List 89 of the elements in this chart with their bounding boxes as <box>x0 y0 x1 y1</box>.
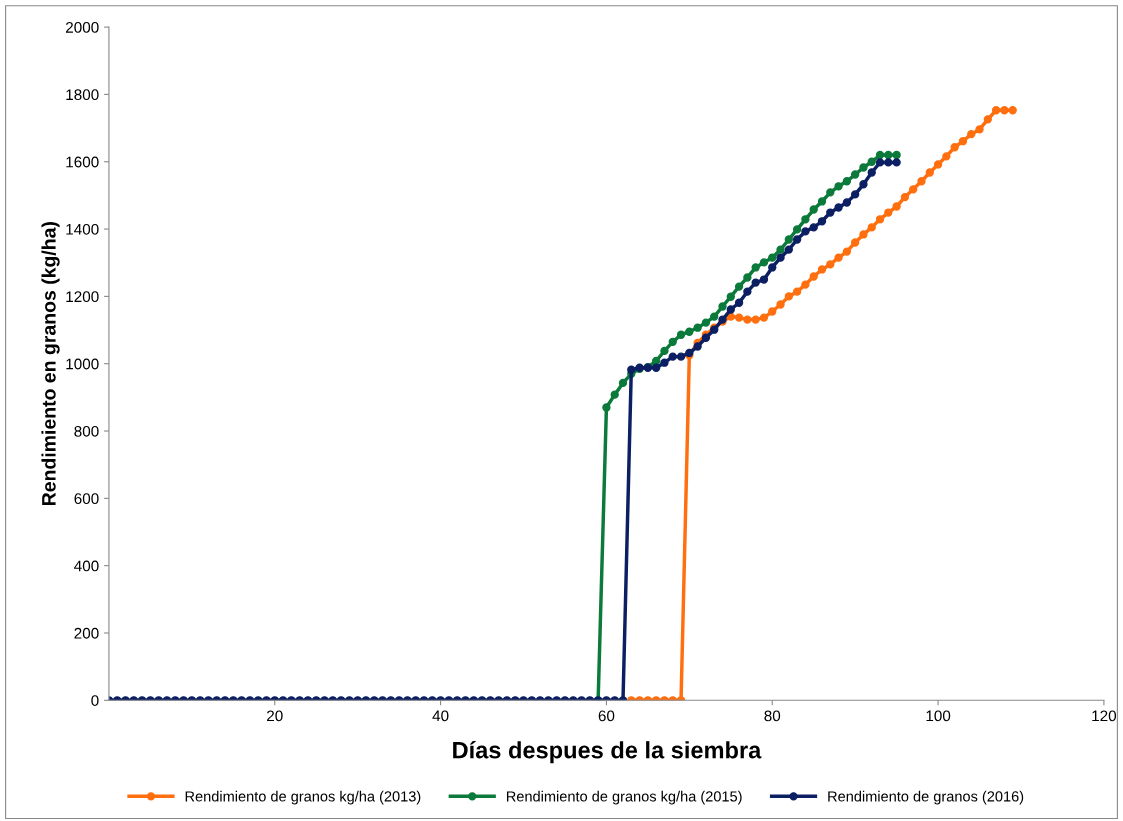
y-tick-label: 400 <box>74 560 99 572</box>
y-tick-label: 0 <box>91 695 99 706</box>
x-tick-label: 80 <box>764 710 781 722</box>
y-tick-label: 1200 <box>66 291 99 303</box>
point <box>693 323 702 332</box>
point <box>867 157 876 166</box>
point <box>792 287 802 296</box>
point <box>776 245 785 254</box>
legend-label: Rendimiento de granos kg/ha (2013) <box>185 790 421 805</box>
point <box>983 115 992 124</box>
point <box>701 318 711 327</box>
point <box>801 215 810 224</box>
point <box>859 230 868 239</box>
x-tick-label: 100 <box>926 710 951 722</box>
point <box>784 292 793 301</box>
point <box>892 202 901 211</box>
point <box>875 215 885 224</box>
point <box>909 185 918 194</box>
point <box>958 137 968 146</box>
point <box>602 403 611 412</box>
point <box>850 238 860 247</box>
point <box>826 260 835 269</box>
point <box>834 182 843 191</box>
y-tick-label: 1600 <box>66 156 99 168</box>
point <box>809 205 818 214</box>
point <box>618 378 628 388</box>
y-tick-label: 2000 <box>65 21 99 33</box>
point <box>768 307 777 316</box>
point <box>768 253 777 262</box>
point <box>842 247 852 256</box>
point <box>917 177 926 186</box>
point <box>610 390 619 399</box>
legend-label: Rendimiento de granos kg/ha (2015) <box>506 790 742 805</box>
point <box>751 315 760 324</box>
point <box>817 197 827 206</box>
point <box>1008 106 1017 115</box>
y-tick-label: 1000 <box>66 358 99 370</box>
x-tick-label: 60 <box>598 710 615 722</box>
legend-label: Rendimiento de granos (2016) <box>828 790 1024 805</box>
point <box>867 223 876 232</box>
point <box>734 282 744 291</box>
point <box>850 170 860 179</box>
point <box>652 356 661 366</box>
point <box>660 346 669 356</box>
y-tick-label: 1400 <box>66 223 99 235</box>
point <box>884 150 893 160</box>
point <box>991 106 1001 115</box>
point <box>892 150 901 160</box>
point <box>834 253 843 262</box>
point <box>826 188 835 197</box>
point <box>884 208 893 217</box>
y-tick-label: 600 <box>74 493 99 505</box>
point <box>875 150 885 160</box>
point <box>726 292 735 301</box>
point <box>975 125 984 134</box>
point <box>925 168 934 177</box>
point <box>743 273 752 282</box>
point <box>859 163 868 172</box>
point <box>817 265 827 274</box>
x-tick-label: 120 <box>1092 710 1117 722</box>
point <box>842 177 852 186</box>
point <box>759 313 769 322</box>
point <box>776 300 785 309</box>
point <box>743 315 752 324</box>
point <box>685 327 694 336</box>
point <box>759 258 769 267</box>
point <box>801 280 810 289</box>
point <box>900 192 910 202</box>
point <box>710 312 719 321</box>
point <box>967 129 976 139</box>
point <box>718 302 727 311</box>
point <box>676 330 686 339</box>
point <box>792 225 802 234</box>
x-axis-title: Días despues de la siembra <box>453 740 762 764</box>
y-tick-label: 1800 <box>66 89 99 101</box>
x-tick-label: 40 <box>432 710 449 722</box>
point <box>734 313 744 322</box>
y-tick-label: 200 <box>74 627 99 639</box>
y-tick-label: 800 <box>74 425 99 437</box>
point <box>668 337 677 346</box>
point <box>1000 106 1009 115</box>
x-tick-label: 20 <box>267 710 283 722</box>
point <box>784 235 793 244</box>
y-axis-title: Rendimiento en granos (kg/ha) <box>41 222 60 505</box>
point <box>950 143 959 152</box>
point <box>942 152 951 161</box>
point <box>933 160 943 169</box>
point <box>809 272 818 281</box>
point <box>751 263 760 272</box>
